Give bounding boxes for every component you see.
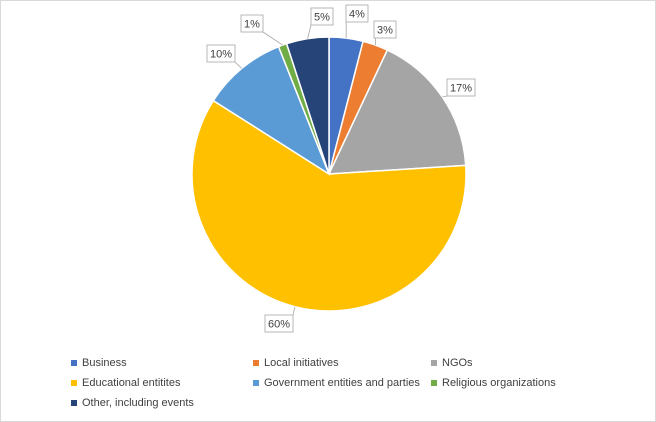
pie-slice-government-entities-and-parties [212, 45, 331, 176]
leader-line [234, 61, 242, 69]
legend-label: Religious organizations [442, 377, 556, 389]
data-label-text: 5% [314, 12, 330, 24]
data-label: 1% [240, 14, 264, 33]
data-label-box [264, 314, 294, 333]
data-label-box [345, 4, 369, 23]
legend-swatch [431, 380, 437, 386]
pie-slice-educational-entitites [191, 99, 467, 312]
data-label-text: 4% [349, 9, 365, 21]
legend-swatch [71, 400, 77, 406]
data-label: 10% [206, 44, 236, 63]
legend-label: Educational entitites [82, 377, 181, 389]
data-label-text: 3% [377, 25, 393, 37]
legend-item-government-entities: Government entities and parties [253, 377, 420, 389]
data-label-box [240, 14, 264, 33]
legend-label: Local initiatives [264, 357, 339, 369]
legend-item-educational-entitites: Educational entitites [71, 377, 180, 389]
data-label: 4% [345, 4, 369, 23]
legend-item-other-including-events: Other, including events [71, 397, 194, 409]
leader-line [292, 306, 296, 316]
legend-label: Business [82, 357, 127, 369]
pie-slice-other-including-events [285, 36, 330, 175]
data-label: 60% [264, 314, 294, 333]
data-label-text: 1% [244, 19, 260, 31]
data-labels: 4% 3% 17% 60% 10% 1% 5% [206, 4, 476, 333]
legend-item-local-initiatives: Local initiatives [253, 357, 339, 369]
legend-item-religious-organizations: Religious organizations [431, 377, 556, 389]
pie-chart: 4% 3% 17% 60% 10% 1% 5% [191, 4, 476, 333]
data-label: 3% [373, 20, 397, 39]
legend-swatch [253, 360, 259, 366]
leader-line [307, 24, 312, 39]
leader-line [262, 31, 283, 46]
legend-swatch [71, 360, 77, 366]
data-label-box [373, 20, 397, 39]
legend-swatch [71, 380, 77, 386]
data-label-text: 60% [268, 319, 290, 331]
pie-slices [191, 36, 467, 312]
data-label: 5% [310, 7, 334, 26]
data-label-box [310, 7, 334, 26]
data-label-text: 10% [210, 49, 232, 61]
legend-label: Other, including events [82, 397, 194, 409]
legend-item-ngos: NGOs [431, 357, 473, 369]
legend-label: NGOs [442, 357, 473, 369]
leader-line [442, 95, 448, 98]
legend-label: Government entities and parties [264, 377, 420, 389]
data-label-box [446, 78, 476, 97]
legend-swatch [431, 360, 437, 366]
leader-lines [234, 22, 448, 316]
pie-slice-ngos [327, 49, 467, 175]
data-label: 17% [446, 78, 476, 97]
data-label-text: 17% [450, 83, 472, 95]
legend-swatch [253, 380, 259, 386]
legend-item-business: Business [71, 357, 127, 369]
data-label-box [206, 44, 236, 63]
